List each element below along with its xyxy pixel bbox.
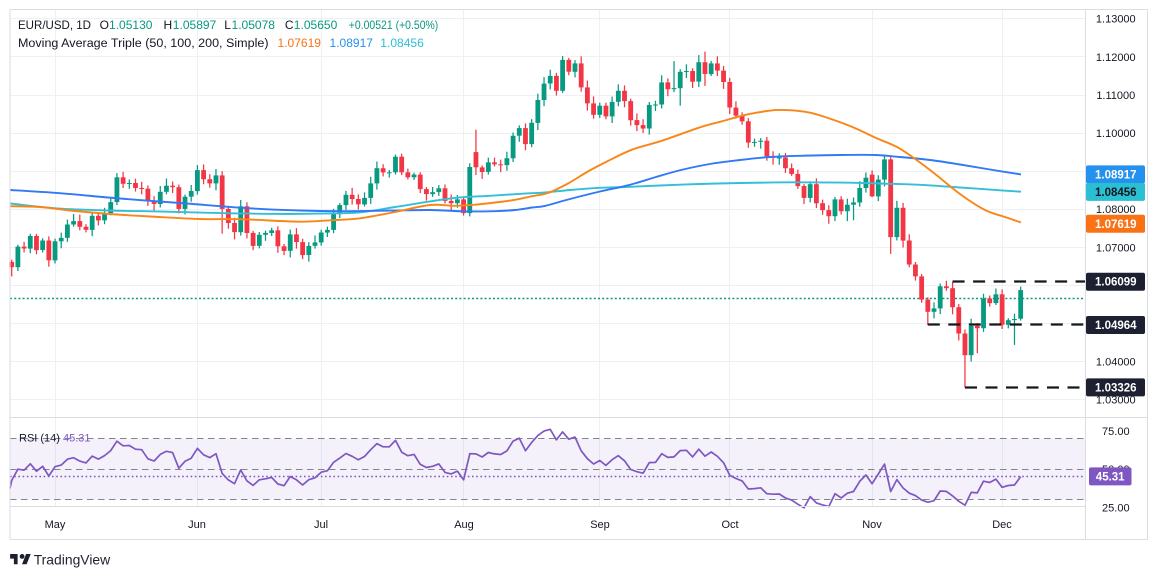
svg-text:1.08456: 1.08456 (1095, 187, 1137, 199)
svg-text:Nov: Nov (862, 519, 882, 531)
svg-text:1.07619: 1.07619 (1095, 219, 1137, 231)
svg-text:C: C (285, 18, 294, 32)
svg-text:1.12000: 1.12000 (1096, 52, 1136, 64)
svg-text:1.05897: 1.05897 (173, 18, 217, 32)
svg-text:Jun: Jun (188, 519, 206, 531)
svg-text:May: May (45, 519, 66, 531)
svg-text:Jul: Jul (314, 519, 328, 531)
svg-text:+0.00521 (+0.50%): +0.00521 (+0.50%) (349, 18, 439, 32)
svg-text:EUR/USD, 1D: EUR/USD, 1D (18, 18, 91, 32)
svg-text:1.03000: 1.03000 (1096, 395, 1136, 407)
svg-text:75.00: 75.00 (1102, 426, 1130, 438)
svg-text:Oct: Oct (721, 519, 738, 531)
svg-text:1.05078: 1.05078 (232, 18, 276, 32)
svg-text:1.08917: 1.08917 (330, 38, 374, 50)
svg-text:45.31: 45.31 (1096, 471, 1125, 483)
svg-text:1.08917: 1.08917 (1095, 169, 1137, 181)
svg-text:1.07619: 1.07619 (278, 38, 322, 50)
svg-text:RSI (14) 45.31: RSI (14) 45.31 (19, 433, 91, 445)
svg-text:Moving Average Triple (50, 100: Moving Average Triple (50, 100, 200, Sim… (18, 38, 269, 50)
svg-text:1.06099: 1.06099 (1095, 277, 1137, 289)
svg-text:Sep: Sep (590, 519, 610, 531)
svg-text:1.04000: 1.04000 (1096, 357, 1136, 369)
svg-text:1.05650: 1.05650 (294, 18, 338, 32)
svg-text:1.03326: 1.03326 (1095, 382, 1137, 394)
svg-text:1.08456: 1.08456 (380, 38, 424, 50)
svg-text:H: H (164, 18, 173, 32)
svg-text:1.04964: 1.04964 (1095, 320, 1137, 332)
svg-text:1.11000: 1.11000 (1096, 90, 1135, 102)
svg-text:Dec: Dec (992, 519, 1012, 531)
svg-text:L: L (224, 18, 231, 32)
svg-text:TradingView: TradingView (34, 552, 111, 568)
svg-text:25.00: 25.00 (1102, 502, 1130, 514)
svg-text:1.10000: 1.10000 (1096, 128, 1136, 140)
svg-text:1.08000: 1.08000 (1096, 204, 1136, 216)
svg-text:1.05130: 1.05130 (109, 18, 153, 32)
svg-text:O: O (100, 18, 109, 32)
svg-text:Aug: Aug (454, 519, 474, 531)
svg-text:1.07000: 1.07000 (1096, 242, 1136, 254)
svg-text:1.13000: 1.13000 (1096, 14, 1136, 26)
